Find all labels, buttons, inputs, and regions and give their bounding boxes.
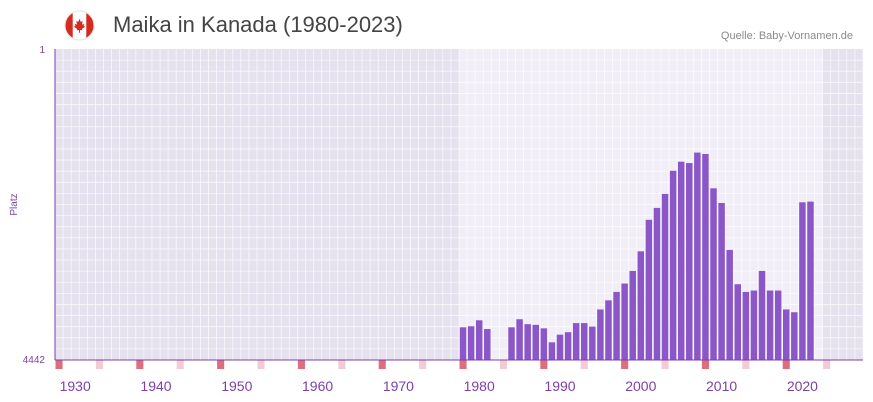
source-label: Quelle: Baby-Vornamen.de	[720, 30, 853, 42]
bar-2004	[669, 170, 677, 360]
bar-2013	[742, 291, 750, 360]
y-tick-label-bottom: 4442	[23, 355, 46, 366]
year-marker-1928	[55, 360, 63, 369]
bar-1984	[508, 327, 515, 360]
bar-2002	[653, 207, 661, 360]
chart-title: Maika in Kanada (1980-2023)	[113, 12, 403, 37]
bar-2018	[783, 309, 790, 360]
bar-1986	[524, 324, 531, 360]
bar-2009	[710, 188, 717, 360]
bar-2006	[686, 163, 693, 360]
x-tick-label-2000: 2000	[625, 378, 656, 394]
year-marker-1998	[621, 360, 629, 369]
bar-2010	[718, 202, 725, 360]
bar-2007	[694, 152, 701, 360]
y-axis-label: Platz	[9, 193, 20, 215]
bar-1998	[621, 283, 628, 360]
bar-2003	[661, 193, 669, 360]
bar-1992	[572, 323, 580, 360]
y-tick-label-top: 1	[39, 45, 45, 56]
year-marker-1953	[257, 360, 265, 369]
year-marker-1983	[499, 360, 507, 369]
year-marker-2018	[782, 360, 790, 369]
year-marker-1968	[378, 360, 386, 369]
bar-1999	[629, 270, 636, 360]
year-marker-1993	[580, 360, 588, 369]
bar-1979	[467, 326, 475, 360]
year-marker-1973	[419, 360, 427, 369]
bar-1994	[589, 326, 596, 360]
x-tick-label-1940: 1940	[140, 378, 171, 394]
year-marker-1958	[297, 360, 305, 369]
canada-flag-icon	[64, 10, 95, 41]
x-tick-label-1960: 1960	[302, 378, 333, 394]
bar-1988	[540, 328, 548, 360]
x-tick-label-1970: 1970	[383, 378, 414, 394]
x-tick-label-1930: 1930	[60, 378, 91, 394]
year-marker-1948	[217, 360, 225, 369]
bar-1991	[564, 332, 572, 360]
bar-1985	[516, 319, 523, 360]
x-tick-label-2010: 2010	[706, 378, 737, 394]
bar-2015	[758, 270, 766, 360]
bar-2011	[726, 249, 733, 360]
bar-2017	[774, 290, 782, 360]
bar-2014	[750, 290, 758, 360]
bar-2012	[734, 284, 741, 360]
bar-1990	[556, 334, 564, 360]
bar-2001	[645, 219, 653, 360]
bar-2019	[791, 312, 798, 360]
year-marker-2003	[661, 360, 669, 369]
bar-1993	[581, 323, 588, 360]
bar-2020	[799, 202, 806, 360]
year-marker-1933	[95, 360, 103, 369]
bar-1981	[484, 329, 491, 360]
year-marker-1978	[459, 360, 467, 369]
bar-2000	[637, 251, 645, 360]
bar-1995	[597, 309, 604, 360]
year-marker-1988	[540, 360, 548, 369]
bar-1980	[475, 320, 483, 360]
bar-1996	[605, 300, 612, 360]
x-tick-label-1950: 1950	[221, 378, 252, 394]
bar-1978	[459, 327, 467, 360]
year-marker-1943	[176, 360, 184, 369]
bar-2021	[807, 201, 814, 360]
grid-lines	[54, 49, 864, 360]
year-marker-2013	[742, 360, 750, 369]
x-tick-label-2020: 2020	[787, 378, 818, 394]
bar-2016	[766, 290, 774, 360]
bar-2008	[702, 153, 709, 360]
bar-1989	[548, 342, 556, 360]
grid-path	[54, 49, 864, 360]
year-marker-2023	[823, 360, 831, 369]
bar-1997	[613, 291, 620, 360]
bar-2005	[677, 161, 685, 360]
year-marker-2008	[701, 360, 709, 369]
x-tick-label-1980: 1980	[464, 378, 495, 394]
x-tick-label-1990: 1990	[544, 378, 575, 394]
year-marker-1963	[338, 360, 346, 369]
year-marker-1938	[136, 360, 144, 369]
bar-1987	[532, 324, 539, 360]
